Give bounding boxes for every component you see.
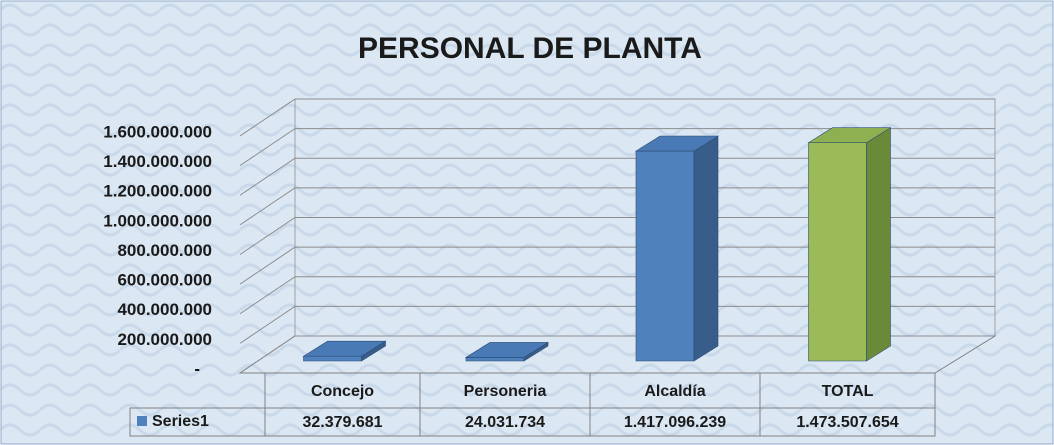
table-value: 32.379.681 [302,414,382,431]
grid-line [239,305,995,344]
chart-title: PERSONAL DE PLANTA [358,32,702,65]
bar [464,341,550,362]
bar-face [465,357,525,362]
bar [634,135,720,362]
y-tick-label: 1.000.000.000 [103,211,212,230]
table-value: 1.417.096.239 [624,414,726,431]
y-tick-label: 800.000.000 [117,241,212,260]
legend-label: Series1 [152,413,209,430]
y-tick-label: 600.000.000 [117,271,212,290]
data-table [129,407,936,437]
grid-line [239,128,995,167]
y-tick-label: 1.600.000.000 [103,122,212,141]
bar-face [634,135,720,152]
y-tick-label: 1.400.000.000 [103,152,212,171]
grid-line [239,98,995,137]
y-tick-label: - [194,359,200,378]
legend-key [137,416,147,426]
x-tick-label: TOTAL [822,383,874,400]
x-tick-label: Alcaldía [644,383,705,400]
bar-face [866,127,891,362]
bar-face [807,127,892,144]
bar-face [302,340,387,357]
x-tick-label: Concejo [311,383,374,400]
bar-face [464,342,550,358]
grid-line [239,246,995,285]
y-tick-label: 1.200.000.000 [103,182,212,201]
grid-line [239,335,995,374]
bar-face [635,150,695,362]
table-value: 1.473.507.654 [796,414,898,431]
y-tick-label: 200.000.000 [117,330,212,349]
table-value: 24.031.734 [465,414,545,431]
grid-line [239,157,995,196]
y-tick-label: 400.000.000 [117,300,212,319]
bar-face [808,142,867,362]
bar [807,127,892,362]
grid-line [239,276,995,315]
x-tick-label: Personeria [464,383,547,400]
grid-line [239,217,995,255]
grid-line [239,187,995,226]
bar-face [303,355,362,362]
bar [302,340,387,362]
bar-face [693,135,719,362]
